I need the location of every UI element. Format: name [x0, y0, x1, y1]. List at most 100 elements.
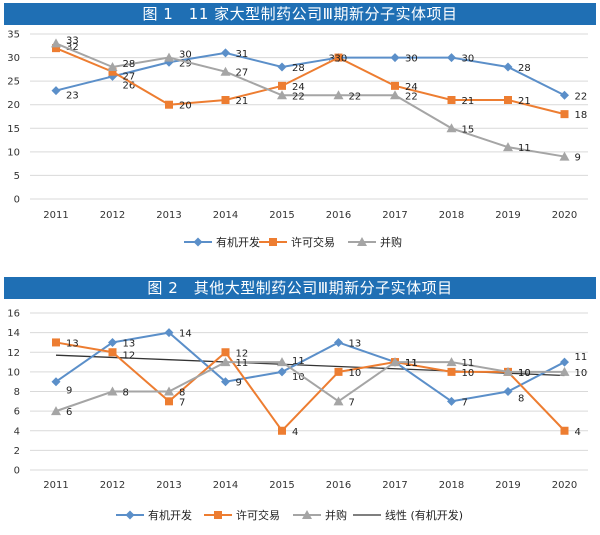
chart-2-series-1-label-4: 4 — [292, 427, 298, 438]
chart-2-series-0-line — [55, 331, 565, 403]
chart-2-series-1-label-5: 10 — [349, 368, 362, 379]
chart-1-series-0-point-9 — [560, 90, 569, 100]
chart-1-series-2-label-7: 15 — [462, 124, 475, 135]
chart-2-series-0-point-2 — [164, 328, 174, 338]
chart-2-series-1-label-6: 11 — [405, 358, 418, 369]
chart-2-series-0-point-4 — [277, 367, 287, 377]
chart-1-series-1-label-0: 32 — [66, 42, 79, 53]
chart-1-series-2-label-6: 22 — [405, 91, 418, 102]
chart-1-series-1-point-8 — [504, 96, 512, 104]
chart-2-series-2-point-9 — [559, 366, 570, 376]
chart-2-series-1-label-7: 10 — [462, 368, 475, 379]
chart-2-series-2-label-1: 8 — [123, 388, 129, 399]
chart-2-y-tick-4: 8 — [14, 387, 20, 398]
chart-2-legend-0-marker — [125, 510, 135, 520]
chart-2-series-2-label-2: 8 — [179, 388, 185, 399]
chart-2-x-tick-9: 2020 — [552, 480, 577, 491]
chart-1-series-2-label-4: 22 — [292, 91, 305, 102]
chart-2-series-1-point-0 — [52, 338, 60, 347]
chart-1-series-0-label-2: 29 — [179, 58, 192, 69]
chart-2-series-0-point-9 — [560, 357, 569, 367]
chart-1-legend-2-marker — [357, 237, 367, 246]
chart-2-series-1-label-2: 7 — [179, 397, 185, 408]
chart-2-series-0-label-3: 9 — [236, 378, 242, 389]
chart-1-series-1-point-9 — [560, 110, 569, 119]
chart-1-legend-2-label: 并购 — [380, 235, 402, 249]
chart-1-series-2-point-5 — [333, 90, 344, 100]
chart-1-series-1-label-4: 24 — [292, 82, 305, 93]
chart-1-series-2-label-3: 27 — [236, 68, 249, 79]
chart-2-series-2-label-8: 10 — [518, 368, 531, 379]
chart-2-y-tick-0: 0 — [14, 466, 20, 477]
chart-1-y-tick-6: 30 — [7, 53, 20, 64]
chart-2-series-2-line — [55, 361, 565, 413]
chart-2-series-0-label-8: 8 — [518, 394, 524, 405]
chart-1-series-2-point-4 — [277, 90, 287, 100]
chart-2-y-tick-1: 2 — [14, 446, 20, 457]
chart-1-x-tick-3: 2014 — [213, 210, 238, 221]
chart-1-x-tick-6: 2017 — [382, 210, 407, 221]
chart-1-legend-0-label: 有机开发 — [216, 235, 260, 249]
chart-2-series-2-label-7: 11 — [462, 358, 475, 369]
chart-2-y-tick-6: 12 — [7, 348, 20, 359]
chart-1-series-2-point-9 — [559, 151, 570, 161]
chart-1-series-1-point-6 — [391, 81, 399, 90]
chart-1-x-tick-2: 2013 — [156, 210, 181, 221]
chart-2-series-2-point-2 — [164, 386, 174, 396]
chart-2-series-2-label-3: 11 — [236, 358, 249, 369]
chart-2-legend-0-label: 有机开发 — [148, 508, 192, 522]
chart-2-series-2-point-1 — [107, 386, 118, 396]
chart-1-series-1: 32 27 20 21 24 30 24 21 21 18 — [52, 42, 587, 121]
chart-1-legend-1-label: 许可交易 — [291, 235, 335, 249]
chart-1-series-1-label-5: 30 — [335, 54, 348, 65]
chart-1-series-1-label-6: 24 — [405, 82, 418, 93]
chart-2-series-2-point-0 — [51, 406, 61, 416]
chart-2-series-0-label-6: 11 — [405, 358, 418, 369]
chart-1-series-1-point-7 — [447, 96, 456, 104]
chart-2-series-2-point-5 — [333, 396, 344, 406]
chart-2-series-0-point-0 — [51, 377, 61, 387]
chart-1-series-0-label-8: 28 — [518, 63, 531, 74]
chart-2-x-tick-7: 2018 — [439, 480, 464, 491]
chart-panel-1: 图 1 11 家大型制药公司Ⅲ期新分子实体项目 0 5 10 15 20 25 30 35 20… — [0, 0, 600, 262]
chart-1-series-0-point-6 — [390, 53, 400, 63]
chart-1-series-0-label-6: 30 — [405, 54, 418, 65]
chart-2-x-tick-5: 2016 — [326, 480, 351, 491]
chart-2-y-tick-3: 6 — [14, 407, 20, 418]
chart-2-legend-2-label: 并购 — [325, 508, 347, 522]
chart-2-x-tick-6: 2017 — [382, 480, 407, 491]
chart-2-legend-trendline-label: 线性 (有机开发) — [385, 508, 463, 522]
chart-2-series-1-label-9: 4 — [575, 427, 581, 438]
chart-1-series-2-label-9: 9 — [575, 153, 581, 164]
chart-1-x-tick-0: 2011 — [43, 210, 68, 221]
chart-1-series-2: 33 28 30 27 22 22 22 15 11 9 — [51, 35, 581, 164]
chart-1-y-tick-0: 0 — [14, 195, 20, 206]
chart-2-legend-1-marker — [214, 511, 222, 519]
chart-2-series-1-point-1 — [108, 348, 117, 357]
chart-2-series-0-point-7 — [447, 396, 456, 406]
chart-2-series-1-point-5 — [334, 367, 343, 376]
chart-1-series-2-point-8 — [503, 142, 513, 152]
chart-2-series-0-label-4: 10 — [292, 372, 305, 383]
chart-2-series-2-label-9: 10 — [575, 368, 588, 379]
chart-2-series-0-label-7: 7 — [462, 397, 468, 408]
chart-1-y-tick-1: 5 — [14, 171, 20, 182]
chart-1-series-1-point-2 — [165, 100, 173, 109]
chart-2-series-0-point-5 — [334, 337, 343, 347]
chart-2-series-2-point-6 — [390, 357, 400, 367]
chart-2-series-2-point-7 — [446, 357, 457, 367]
chart-1-series-1-point-1 — [108, 67, 117, 76]
chart-1-x-tick-5: 2016 — [326, 210, 351, 221]
chart-2-series-2-point-4 — [277, 357, 287, 367]
chart-1-legend-1-marker — [269, 238, 277, 246]
chart-2-x-tick-1: 2012 — [100, 480, 125, 491]
chart-1-series-1-label-3: 21 — [236, 96, 249, 107]
chart-2-y-tick-5: 10 — [7, 367, 20, 378]
chart-2-series-2-point-8 — [503, 366, 513, 376]
chart-2-series-2-label-6: 11 — [405, 358, 418, 369]
chart-1-series-2-point-7 — [446, 123, 457, 133]
chart-1-series-1-label-7: 21 — [462, 96, 475, 107]
